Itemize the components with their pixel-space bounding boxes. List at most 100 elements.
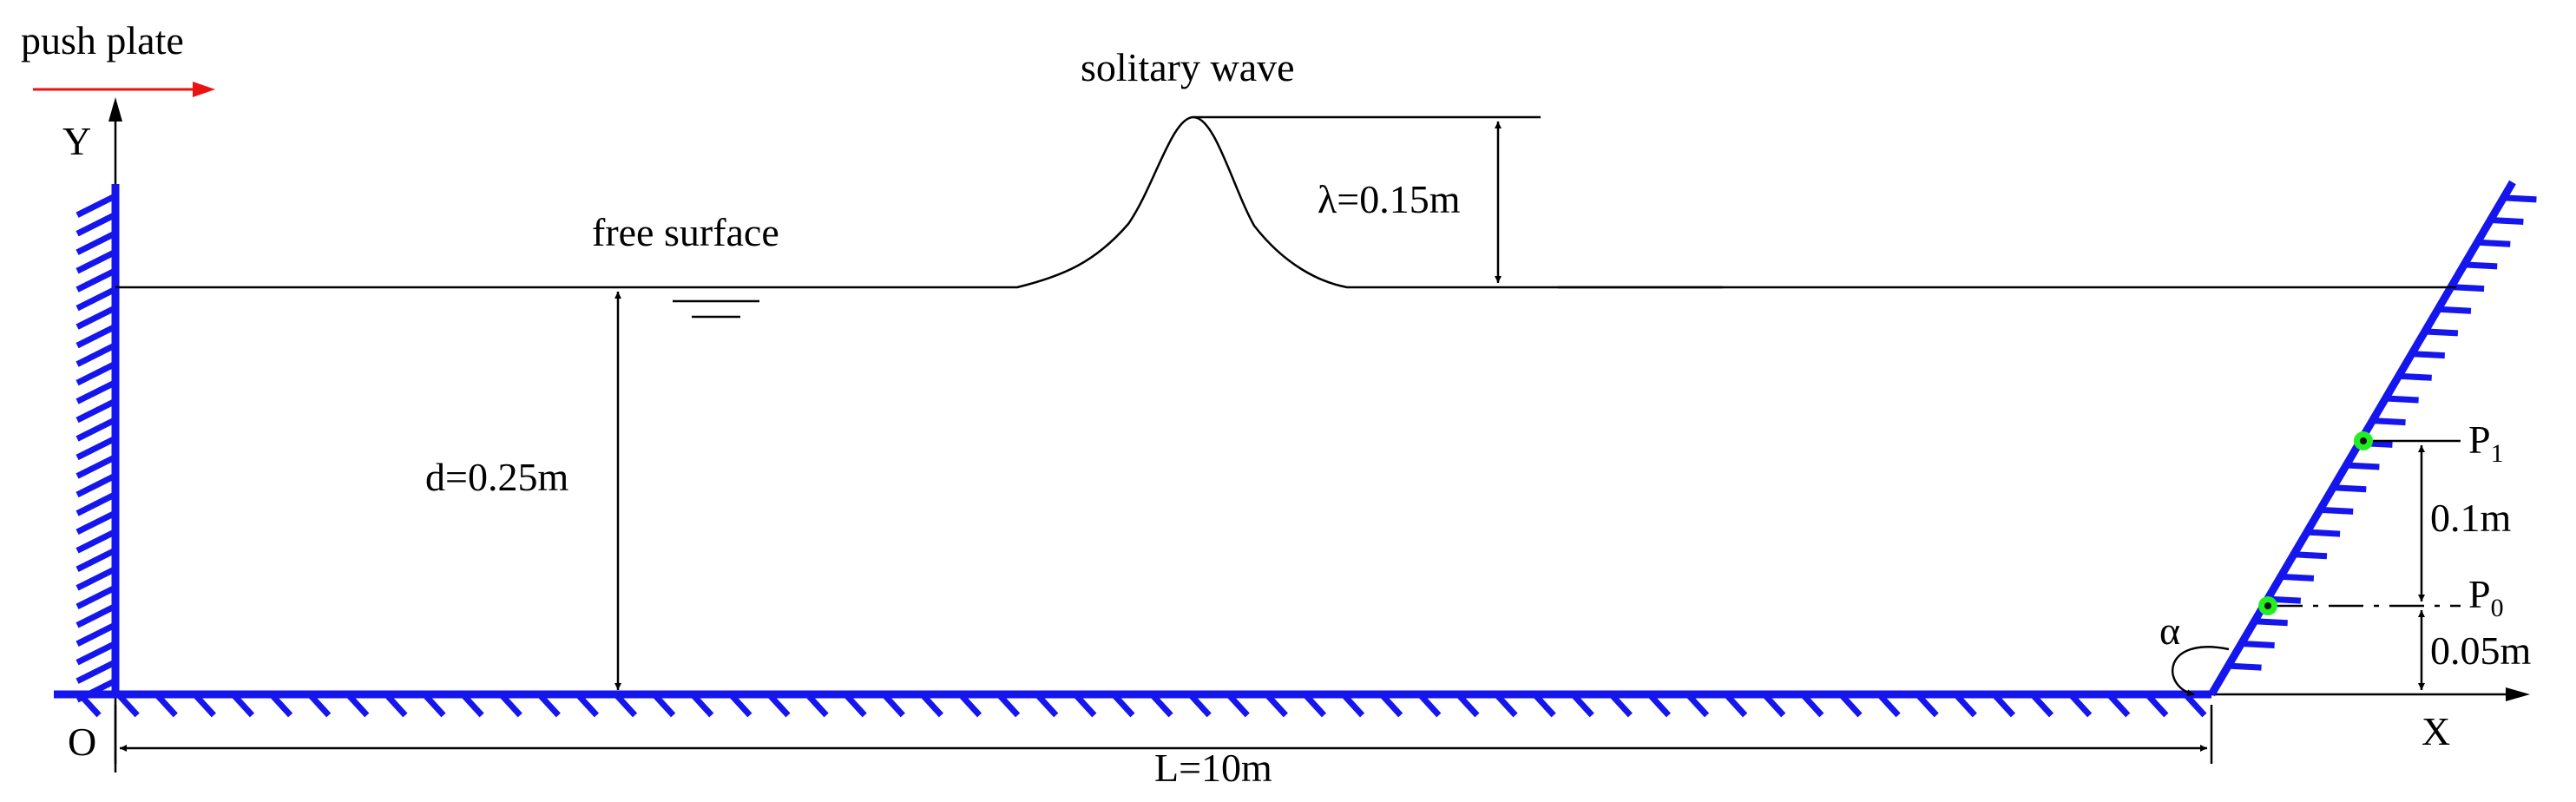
hatch-mark	[307, 692, 332, 718]
hatch-mark	[1762, 692, 1786, 718]
water-level-symbol	[673, 299, 759, 319]
hatch-mark	[690, 692, 714, 718]
hatch-mark	[1379, 692, 1403, 718]
hatch-mark	[1302, 692, 1327, 718]
hatch-mark	[536, 692, 561, 718]
hatch-mark	[76, 342, 117, 367]
hatch-mark	[2503, 194, 2537, 203]
hatch-mark	[2450, 284, 2485, 293]
hatch-mark	[76, 435, 117, 461]
hatch-mark	[76, 305, 117, 330]
hatch-mark	[76, 472, 117, 498]
hatch-mark	[76, 509, 117, 536]
hatch-mark	[498, 692, 522, 718]
hatch-mark	[2490, 217, 2524, 226]
hatch-mark	[76, 566, 117, 591]
angle-label: α	[2159, 608, 2180, 653]
hatch-mark	[1685, 692, 1710, 718]
angle-arc	[2171, 646, 2230, 697]
hatch-mark	[881, 692, 905, 718]
origin-label: O	[68, 720, 96, 764]
hatch-mark	[2424, 328, 2459, 337]
hatch-mark	[76, 193, 117, 218]
hatch-mark	[269, 692, 293, 718]
hatch-mark	[76, 398, 117, 424]
hatch-mark	[2254, 618, 2288, 627]
hatch-mark	[76, 529, 117, 554]
hatch-mark	[1035, 692, 1059, 718]
hatch-mark	[2183, 692, 2207, 718]
hatch-mark	[230, 692, 255, 718]
hatch-mark	[1417, 692, 1442, 718]
hatch-mark	[384, 692, 408, 718]
hatch-mark	[76, 267, 117, 293]
p0-bed-spacing-label: 0.05m	[2430, 628, 2532, 673]
hatch-mark	[76, 323, 117, 349]
push-plate-label: push plate	[21, 18, 184, 62]
p0-label: P0	[2468, 572, 2504, 622]
hatch-mark	[76, 230, 117, 255]
hatch-mark	[76, 584, 117, 609]
hatch-mark	[2411, 351, 2446, 359]
hatch-mark	[2437, 306, 2472, 314]
hatch-mark	[1494, 692, 1518, 718]
wave-height-label: λ=0.15m	[1318, 177, 1461, 221]
hatch-mark	[766, 692, 791, 718]
p1-label: P1	[2468, 417, 2504, 468]
hatch-mark	[422, 692, 446, 718]
hatch-mark	[1915, 692, 1939, 718]
hatch-mark	[76, 417, 117, 442]
push-plate-arrow	[33, 82, 215, 97]
x-axis-label: X	[2422, 709, 2450, 753]
hatch-mark	[843, 692, 867, 718]
hatch-mark	[76, 379, 117, 404]
depth-label: d=0.25m	[425, 455, 568, 499]
hatch-mark	[345, 692, 370, 718]
hatch-mark	[2306, 529, 2341, 537]
left-wall-hatching	[76, 193, 117, 703]
gauge-p1	[2354, 431, 2461, 450]
hatch-mark	[2293, 551, 2328, 560]
hatch-mark	[2477, 239, 2511, 247]
hatch-mark	[192, 692, 216, 718]
y-axis-label: Y	[62, 119, 91, 163]
hatch-mark	[2372, 417, 2406, 426]
hatch-mark	[154, 692, 178, 718]
hatch-mark	[1187, 692, 1212, 718]
hatch-mark	[613, 692, 638, 718]
hatch-mark	[76, 491, 117, 516]
hatch-mark	[76, 659, 117, 684]
bottom-bed-hatching	[77, 692, 2207, 718]
hatch-mark	[76, 286, 117, 312]
hatch-mark	[76, 641, 117, 666]
hatch-mark	[1111, 692, 1135, 718]
hatch-mark	[76, 249, 117, 274]
hatch-mark	[1264, 692, 1288, 718]
hatch-mark	[2333, 484, 2367, 493]
hatch-mark	[1608, 692, 1633, 718]
hatch-mark	[996, 692, 1021, 718]
free-surface-line	[115, 115, 1723, 289]
hatch-mark	[1570, 692, 1594, 718]
hatch-mark	[2398, 372, 2432, 381]
hatch-mark	[2029, 692, 2054, 718]
hatch-mark	[1876, 692, 1901, 718]
solitary-wave-label: solitary wave	[1081, 45, 1295, 89]
hatch-mark	[76, 454, 117, 479]
hatch-mark	[1953, 692, 1977, 718]
hatch-mark	[2346, 462, 2380, 470]
length-dimension	[114, 705, 2213, 764]
hatch-mark	[76, 547, 117, 573]
hatch-mark	[76, 621, 117, 647]
hatch-mark	[1073, 692, 1097, 718]
hatch-mark	[2385, 395, 2419, 404]
hatch-mark	[76, 360, 117, 386]
hatch-mark	[76, 212, 117, 237]
hatch-mark	[1724, 692, 1748, 718]
hatch-mark	[1991, 692, 2015, 718]
hatch-mark	[1532, 692, 1556, 718]
free-surface-label: free surface	[592, 210, 779, 254]
length-label: L=10m	[1154, 746, 1272, 790]
gauge-p0	[2258, 596, 2461, 615]
